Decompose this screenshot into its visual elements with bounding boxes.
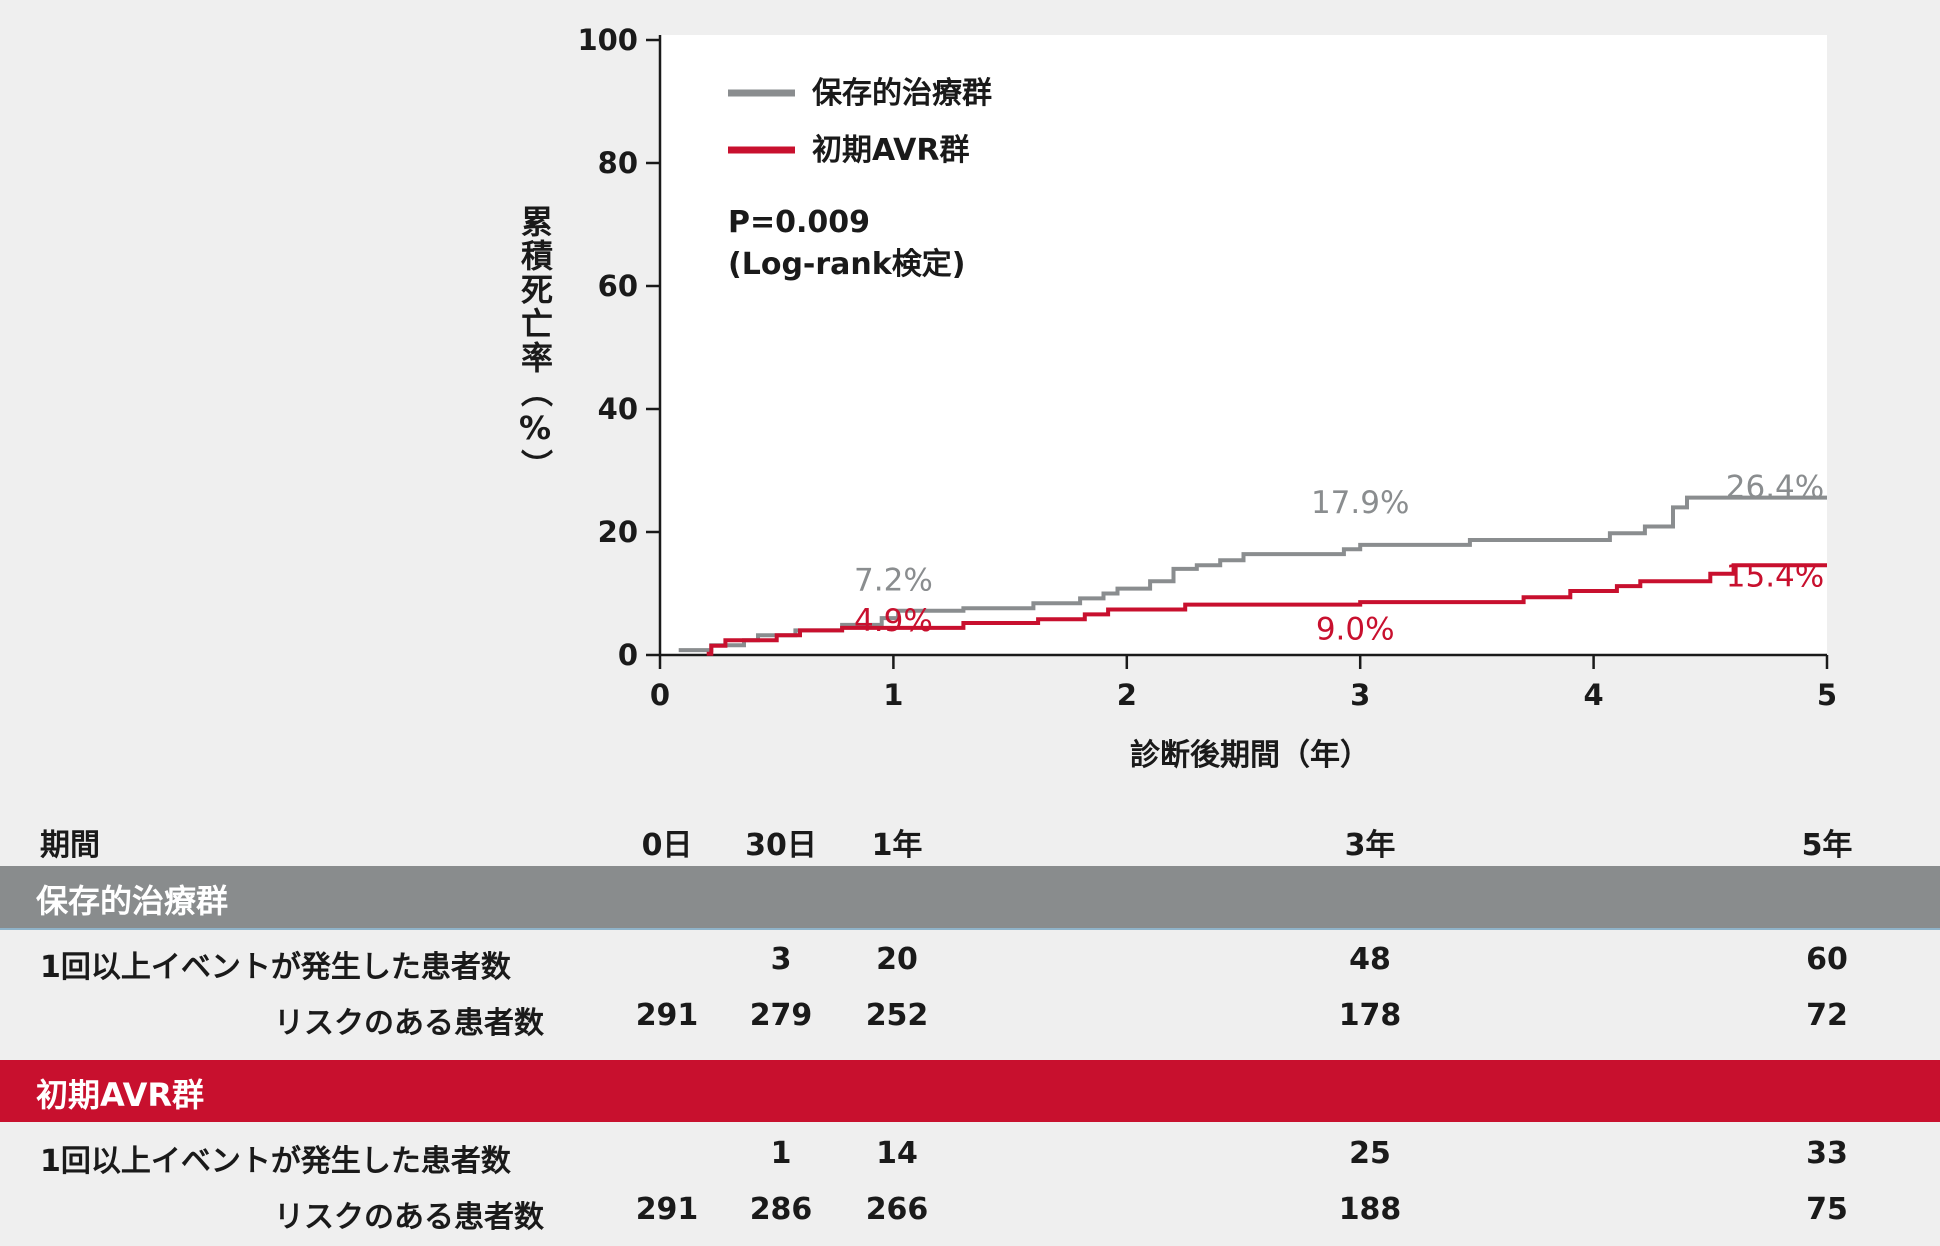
y-tick-label: 100 [577,23,638,57]
series-line-1 [706,563,1827,656]
table-header-label: 期間 [40,828,100,863]
table-cell: 14 [876,1136,918,1171]
y-tick-label: 80 [598,146,638,180]
data-label: 26.4% [1726,470,1824,506]
table-cell: 266 [865,1192,929,1227]
table-cell: 279 [749,998,813,1033]
table-cell: 48 [1349,942,1391,977]
y-tick-label: 40 [598,392,638,426]
table-cell: 60 [1806,942,1848,977]
x-tick-label: 2 [1117,678,1137,712]
x-tick-label: 5 [1817,678,1837,712]
legend-label-avr: 初期AVR群 [812,133,970,168]
table-cell: 252 [865,998,929,1033]
group-name: 初期AVR群 [36,1076,205,1114]
group-name: 保存的治療群 [36,882,229,920]
row-label: リスクのある患者数 [274,1200,544,1235]
col-header: 30日 [745,828,817,863]
x-tick-label: 0 [650,678,670,712]
table-cell: 72 [1806,998,1848,1033]
plot-area [660,35,1827,655]
table-cell: 33 [1806,1136,1848,1171]
x-tick-label: 3 [1350,678,1370,712]
col-header: 5年 [1801,828,1853,863]
y-tick-label: 20 [598,515,638,549]
row-label: リスクのある患者数 [274,1006,544,1041]
test-name: (Log-rank検定) [728,247,965,282]
data-label: 4.9% [854,603,933,639]
y-tick-label: 0 [618,638,638,672]
col-header: 1年 [871,828,923,863]
x-axis-label: 診断後期間（年） [1130,738,1370,773]
table-cell: 291 [635,998,699,1033]
group-band-conservative: 保存的治療群 [0,866,1940,930]
table-cell: 291 [635,1192,699,1227]
table-cell: 286 [749,1192,813,1227]
table-cell: 178 [1338,998,1402,1033]
table-cell: 1 [770,1136,792,1171]
col-header: 0日 [641,828,693,863]
table-cell: 188 [1338,1192,1402,1227]
table-cell: 25 [1349,1136,1391,1171]
table-cell: 75 [1806,1192,1848,1227]
y-axis-label: 累積死亡率（%） [516,205,554,483]
x-tick-label: 4 [1584,678,1604,712]
x-tick-label: 1 [883,678,903,712]
table-cell: 3 [770,942,792,977]
data-label: 17.9% [1311,485,1409,521]
row-label: 1回以上イベントが発生した患者数 [40,1144,511,1179]
data-label: 9.0% [1316,612,1395,648]
row-label: 1回以上イベントが発生した患者数 [40,950,511,985]
y-tick-label: 60 [598,269,638,303]
data-label: 7.2% [854,563,933,599]
legend-label-conservative: 保存的治療群 [812,76,992,111]
group-band-avr: 初期AVR群 [0,1060,1940,1122]
col-header: 3年 [1344,828,1396,863]
table-cell: 20 [876,942,918,977]
km-chart: 0 20 40 60 80 100 0 1 2 3 4 5 7.2% 17.9% 26.4% 4.9% 9.0… [577,23,1837,712]
p-value: P=0.009 [728,205,870,240]
data-label: 15.4% [1726,558,1824,594]
